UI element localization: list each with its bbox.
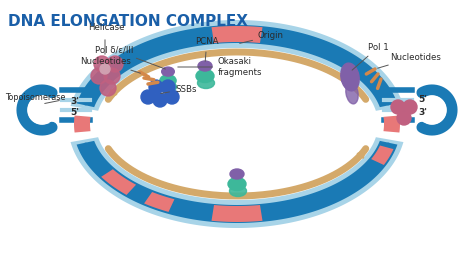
Text: Nucleotides: Nucleotides [80,57,140,73]
Circle shape [104,68,120,84]
Circle shape [165,90,179,104]
Polygon shape [144,192,174,212]
Text: Nucleotides: Nucleotides [378,52,441,68]
Ellipse shape [198,78,215,88]
Text: 3': 3' [70,97,79,106]
Ellipse shape [161,82,176,92]
Circle shape [100,80,116,96]
Polygon shape [71,137,403,228]
Polygon shape [211,26,263,43]
Ellipse shape [346,82,358,104]
Text: 5': 5' [418,95,427,104]
Circle shape [141,90,155,104]
Text: 3': 3' [418,108,427,117]
Circle shape [403,100,417,114]
Ellipse shape [341,63,359,91]
Polygon shape [77,25,397,106]
Ellipse shape [162,67,174,76]
Text: Origin: Origin [240,32,284,43]
Circle shape [153,93,167,107]
Circle shape [100,64,110,74]
Circle shape [91,68,107,84]
Text: SSBs: SSBs [161,85,197,94]
Circle shape [391,100,405,114]
Circle shape [149,80,163,94]
Ellipse shape [229,186,246,196]
Text: Helicase: Helicase [88,23,125,32]
Polygon shape [84,33,390,107]
Circle shape [161,80,175,94]
Ellipse shape [230,169,244,179]
Text: PCNA: PCNA [195,38,219,61]
Text: Pol 1: Pol 1 [352,42,389,70]
Text: 5': 5' [70,108,79,117]
Polygon shape [77,143,397,223]
Text: DNA ELONGATION COMPLEX: DNA ELONGATION COMPLEX [8,14,248,29]
Polygon shape [211,205,263,222]
Text: Pol δ/ε/III: Pol δ/ε/III [95,45,165,69]
Polygon shape [383,115,400,132]
Polygon shape [84,141,390,215]
Polygon shape [71,20,403,111]
Text: Okasaki
fragments: Okasaki fragments [178,57,263,77]
Circle shape [94,56,110,72]
Circle shape [107,56,123,72]
Circle shape [397,111,411,125]
Polygon shape [101,169,136,195]
Ellipse shape [228,178,246,190]
Text: Topoisomerase: Topoisomerase [5,93,65,102]
Polygon shape [371,146,393,165]
Ellipse shape [198,61,212,71]
Polygon shape [74,115,91,132]
Ellipse shape [196,70,214,82]
Ellipse shape [160,75,176,86]
